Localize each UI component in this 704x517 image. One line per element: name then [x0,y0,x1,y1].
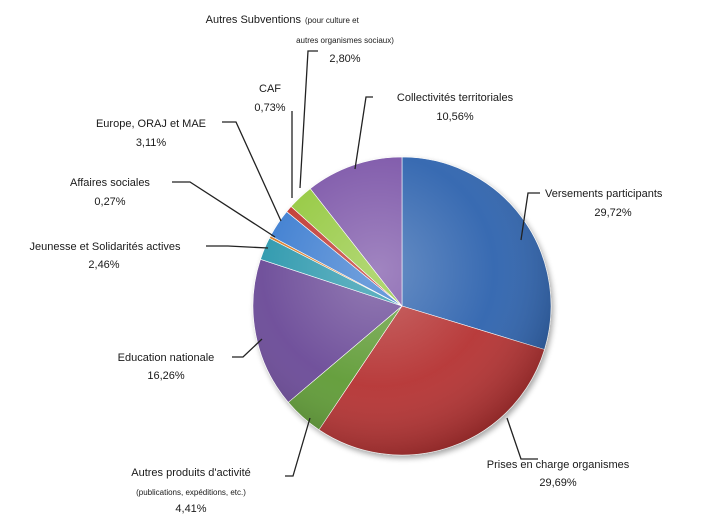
label-affaires: Affaires sociales [70,177,150,189]
leader-jeunesse [206,245,269,249]
leader-education [232,338,263,358]
leader-prises [506,417,538,460]
value-prises: 29,69% [539,477,577,489]
label-versements: Versements participants [545,188,663,200]
value-education: 16,26% [147,370,185,382]
label-education: Education nationale [118,352,215,364]
sublabel1-autres-subventions: (pour culture et [305,16,360,25]
label-autres-produits: Autres produits d'activité [131,467,251,479]
sublabel-autres-produits: (publications, expéditions, etc.) [136,488,246,497]
value-caf: 0,73% [254,102,285,114]
leader-lines [172,50,540,477]
label-europe: Europe, ORAJ et MAE [96,118,206,130]
label-jeunesse: Jeunesse et Solidarités actives [29,241,181,253]
label-caf: CAF [259,83,281,95]
value-europe: 3,11% [136,137,167,149]
label-autres-subventions: Autres Subventions [206,14,302,26]
pie-slices [252,156,552,456]
value-affaires: 0,27% [94,196,125,208]
leader-collectivites [354,96,373,170]
label-prises: Prises en charge organismes [487,459,630,471]
value-jeunesse: 2,46% [88,259,119,271]
sublabel2-autres-subventions: autres organismes sociaux) [296,36,394,45]
value-autres-produits: 4,41% [175,503,206,515]
leader-versements [520,192,540,241]
leader-autres-produits [285,417,311,477]
label-collectivites: Collectivités territoriales [397,92,514,104]
leader-europe [222,121,282,222]
leader-autres-subventions [299,50,318,189]
slice-labels: Versements participants 29,72% Prises en… [29,14,662,515]
value-autres-subventions: 2,80% [329,53,360,65]
value-versements: 29,72% [594,207,632,219]
value-collectivites: 10,56% [436,111,474,123]
leader-affaires [172,181,276,238]
